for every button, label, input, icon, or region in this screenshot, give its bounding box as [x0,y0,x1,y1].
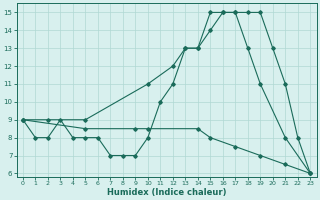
X-axis label: Humidex (Indice chaleur): Humidex (Indice chaleur) [107,188,226,197]
